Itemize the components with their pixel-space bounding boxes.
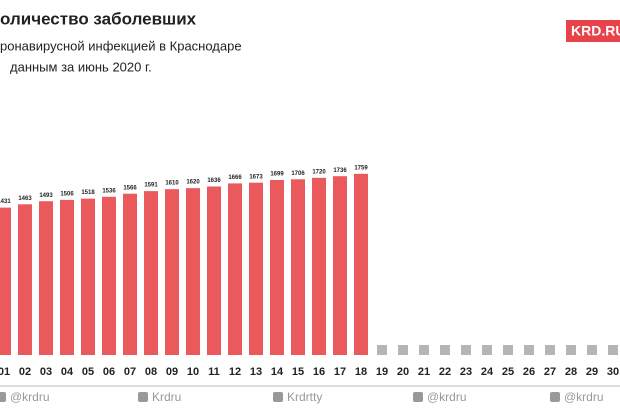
x-tick-label: 22 xyxy=(439,366,451,378)
value-label: 1493 xyxy=(39,193,53,199)
x-tick-label: 05 xyxy=(82,366,94,378)
value-label: 1620 xyxy=(186,180,200,186)
x-tick-label: 16 xyxy=(313,366,325,378)
bar xyxy=(60,199,74,355)
bar xyxy=(0,207,11,355)
x-tick-label: 29 xyxy=(586,366,598,378)
x-tick-label: 15 xyxy=(292,366,304,378)
bar xyxy=(144,191,158,355)
chart-title: оличество заболевших xyxy=(0,9,197,28)
x-tick-label: 03 xyxy=(40,366,52,378)
footer-text: Krdrtty xyxy=(287,390,322,404)
value-label: 1566 xyxy=(123,185,137,191)
x-tick-label: 10 xyxy=(187,366,199,378)
placeholder-bar xyxy=(461,345,471,355)
value-label: 1506 xyxy=(60,191,74,197)
bar xyxy=(165,189,179,355)
placeholder-bar xyxy=(482,345,492,355)
value-label: 1736 xyxy=(333,168,347,174)
bar xyxy=(81,198,95,355)
value-label: 1636 xyxy=(207,178,221,184)
bar xyxy=(354,173,368,355)
logo-box xyxy=(566,20,620,42)
x-tick-label: 25 xyxy=(502,366,514,378)
placeholder-bar xyxy=(398,345,408,355)
x-tick-label: 14 xyxy=(271,366,284,378)
x-tick-label: 21 xyxy=(418,366,430,378)
x-tick-label: 08 xyxy=(145,366,157,378)
placeholder-bar xyxy=(440,345,450,355)
value-label: 1720 xyxy=(312,169,326,175)
bar xyxy=(312,177,326,355)
bar xyxy=(123,193,137,355)
x-tick-label: 28 xyxy=(565,366,577,378)
bar xyxy=(228,183,242,355)
bar xyxy=(39,201,53,355)
value-label: 1536 xyxy=(102,188,116,194)
footer-text: @krdru xyxy=(10,390,50,404)
x-tick-label: 04 xyxy=(61,366,74,378)
value-label: 1699 xyxy=(270,172,284,178)
bar xyxy=(270,180,284,355)
bar xyxy=(333,176,347,355)
x-tick-label: 06 xyxy=(103,366,115,378)
x-tick-label: 18 xyxy=(355,366,367,378)
bar xyxy=(186,188,200,355)
x-tick-label: 02 xyxy=(19,366,31,378)
x-tick-label: 23 xyxy=(460,366,472,378)
value-label: 1591 xyxy=(144,183,158,189)
bar xyxy=(249,182,263,355)
footer-icon xyxy=(0,392,6,402)
x-tick-label: 13 xyxy=(250,366,262,378)
x-tick-label: 11 xyxy=(208,366,220,378)
value-label: 1759 xyxy=(354,165,368,171)
value-label: 1706 xyxy=(291,171,305,177)
bar xyxy=(102,196,116,355)
logo: KRD.RU xyxy=(571,23,620,39)
placeholder-bar xyxy=(524,345,534,355)
footer-text: @krdru xyxy=(564,390,604,404)
value-label: 1518 xyxy=(81,190,95,196)
placeholder-bar xyxy=(545,345,555,355)
x-tick-label: 20 xyxy=(397,366,409,378)
x-tick-label: 01 xyxy=(0,366,10,378)
footer-icon xyxy=(273,392,283,402)
x-tick-label: 07 xyxy=(124,366,136,378)
placeholder-bar xyxy=(419,345,429,355)
x-tick-label: 19 xyxy=(376,366,388,378)
footer-icon xyxy=(138,392,148,402)
value-label: 1610 xyxy=(165,181,179,187)
footer-icon xyxy=(413,392,423,402)
placeholder-bar xyxy=(566,345,576,355)
x-tick-label: 12 xyxy=(229,366,241,378)
x-tick-label: 09 xyxy=(166,366,178,378)
value-label: 1463 xyxy=(18,196,32,202)
bar xyxy=(207,186,221,355)
subtitle: данным за июнь 2020 г. xyxy=(10,59,152,74)
x-tick-label: 26 xyxy=(523,366,535,378)
footer-text: Krdru xyxy=(152,390,181,404)
placeholder-bar xyxy=(377,345,387,355)
placeholder-bar xyxy=(608,345,618,355)
bar xyxy=(18,204,32,355)
bar xyxy=(291,179,305,355)
subtitle: ронавирусной инфекцией в Краснодаре xyxy=(0,38,242,53)
value-label: 1673 xyxy=(249,174,263,180)
value-label: 1666 xyxy=(228,175,242,181)
placeholder-bar xyxy=(587,345,597,355)
x-tick-label: 30 xyxy=(607,366,619,378)
x-tick-label: 17 xyxy=(334,366,346,378)
footer-icon xyxy=(550,392,560,402)
x-tick-label: 27 xyxy=(544,366,556,378)
footer-text: @krdru xyxy=(427,390,467,404)
x-tick-label: 24 xyxy=(481,366,494,378)
placeholder-bar xyxy=(503,345,513,355)
